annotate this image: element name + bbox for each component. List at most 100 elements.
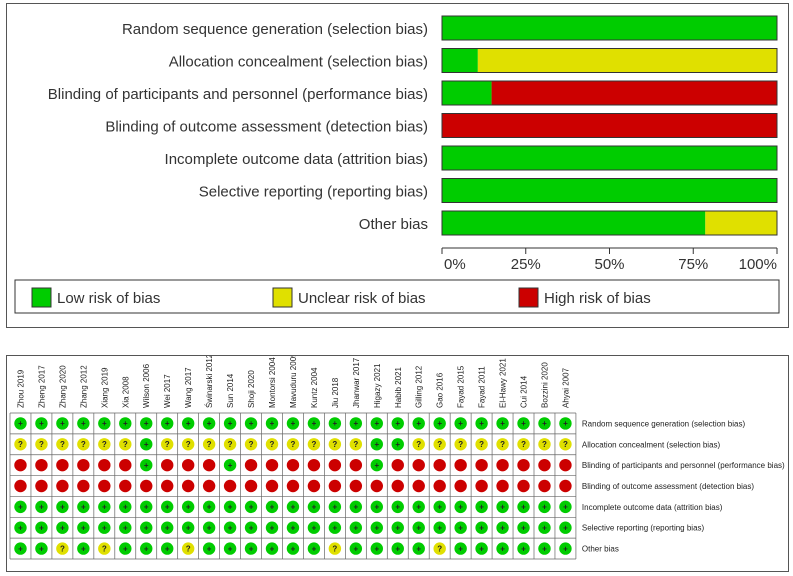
judgement-low-dot xyxy=(56,500,69,514)
judgement-symbol: – xyxy=(479,482,484,491)
judgement-low-dot xyxy=(328,417,342,430)
study-label: Zhang 2020 xyxy=(58,365,67,408)
judgement-symbol: + xyxy=(186,419,191,428)
judgement-high-dot xyxy=(35,479,48,493)
study-label: Zhou 2019 xyxy=(16,369,25,408)
judgement-symbol: – xyxy=(333,461,338,470)
judgement-symbol: – xyxy=(458,461,463,470)
judgement-high-dot xyxy=(181,458,195,472)
judgement-symbol: ? xyxy=(291,440,296,449)
judgement-high-dot xyxy=(14,479,27,493)
judgement-symbol: ? xyxy=(249,440,254,449)
judgement-low-dot xyxy=(56,417,69,430)
judgement-symbol: + xyxy=(123,419,128,428)
judgement-high-dot xyxy=(35,458,48,472)
judgement-symbol: – xyxy=(60,482,65,491)
judgement-unclear-dot xyxy=(328,438,342,451)
bar-segment-high xyxy=(491,81,777,105)
judgement-low-dot xyxy=(244,521,258,534)
judgement-low-dot xyxy=(433,521,446,534)
x-tick-label: 100% xyxy=(739,256,777,273)
judgement-low-dot xyxy=(496,521,509,534)
judgement-symbol: + xyxy=(165,419,170,428)
judgement-symbol: + xyxy=(81,419,86,428)
judgement-unclear-dot xyxy=(265,438,279,451)
judgement-symbol: ? xyxy=(60,440,65,449)
judgement-unclear-dot xyxy=(181,542,195,555)
bar-segment-low xyxy=(442,211,706,235)
judgement-symbol: + xyxy=(416,524,421,533)
judgement-low-dot xyxy=(349,417,363,430)
judgement-symbol: + xyxy=(249,419,254,428)
judgement-low-dot xyxy=(223,521,237,534)
judgement-low-dot xyxy=(119,500,132,514)
judgement-symbol: + xyxy=(437,419,442,428)
judgement-symbol: + xyxy=(500,524,505,533)
judgement-low-dot xyxy=(517,521,530,534)
judgement-symbol: – xyxy=(521,461,526,470)
judgement-low-dot xyxy=(496,417,509,430)
judgement-symbol: ? xyxy=(81,440,86,449)
judgement-symbol: + xyxy=(207,419,212,428)
judgement-symbol: + xyxy=(312,524,317,533)
judgement-low-dot xyxy=(265,542,279,555)
judgement-low-dot xyxy=(307,417,321,430)
judgement-symbol: + xyxy=(228,503,233,512)
judgement-symbol: + xyxy=(186,503,191,512)
judgement-low-dot xyxy=(370,521,383,534)
judgement-symbol: + xyxy=(312,544,317,553)
judgement-high-dot xyxy=(475,479,488,493)
study-label: Montorsi 2004 xyxy=(268,357,277,408)
judgement-symbol: + xyxy=(521,524,526,533)
study-label: Zheng 2017 xyxy=(37,365,46,408)
study-label: Fayad 2011 xyxy=(478,366,487,408)
judgement-symbol: + xyxy=(228,461,233,470)
legend-swatch xyxy=(31,287,52,308)
domain-label: Random sequence generation (selection bi… xyxy=(582,419,746,428)
judgement-symbol: – xyxy=(500,482,505,491)
judgement-symbol: ? xyxy=(332,544,337,553)
judgement-symbol: + xyxy=(39,544,44,553)
judgement-low-dot xyxy=(412,417,425,430)
judgement-symbol: – xyxy=(542,461,547,470)
judgement-symbol: – xyxy=(437,461,442,470)
judgement-low-dot xyxy=(14,500,27,514)
legend-label: High risk of bias xyxy=(544,290,651,307)
judgement-low-dot xyxy=(223,542,237,555)
judgement-unclear-dot xyxy=(475,438,488,451)
judgement-symbol: ? xyxy=(186,440,191,449)
judgement-high-dot xyxy=(517,458,530,472)
judgement-symbol: + xyxy=(395,503,400,512)
study-label: Shoji 2020 xyxy=(247,370,256,408)
judgement-symbol: + xyxy=(165,503,170,512)
judgement-low-dot xyxy=(181,500,195,514)
judgement-low-dot xyxy=(223,417,237,430)
study-label: Wilson 2006 xyxy=(142,363,151,408)
judgement-unclear-dot xyxy=(349,438,363,451)
judgement-high-dot xyxy=(244,479,258,493)
study-label: Mavuduru 2009 xyxy=(289,356,298,408)
judgement-low-dot xyxy=(454,417,467,430)
study-label: Jiu 2018 xyxy=(331,377,340,408)
judgement-symbol: ? xyxy=(228,440,233,449)
judgement-symbol: – xyxy=(521,482,526,491)
judgement-symbol: + xyxy=(479,544,484,553)
judgement-symbol: + xyxy=(500,544,505,553)
judgement-high-dot xyxy=(14,458,27,472)
judgement-high-dot xyxy=(307,458,321,472)
judgement-symbol: ? xyxy=(165,440,170,449)
legend-swatch xyxy=(272,287,293,308)
judgement-symbol: + xyxy=(374,461,379,470)
judgement-unclear-dot xyxy=(559,438,572,451)
judgement-low-dot xyxy=(14,521,27,534)
judgement-low-dot xyxy=(244,500,258,514)
study-label: Fayad 2015 xyxy=(457,365,466,408)
judgement-symbol: + xyxy=(563,524,568,533)
legend-label: Unclear risk of bias xyxy=(298,290,426,307)
x-tick-label: 50% xyxy=(594,256,624,273)
judgement-symbol: + xyxy=(416,544,421,553)
judgement-symbol: – xyxy=(416,461,421,470)
judgement-low-dot xyxy=(140,417,153,430)
study-label: Habib 2021 xyxy=(394,367,403,408)
judgement-symbol: + xyxy=(500,503,505,512)
